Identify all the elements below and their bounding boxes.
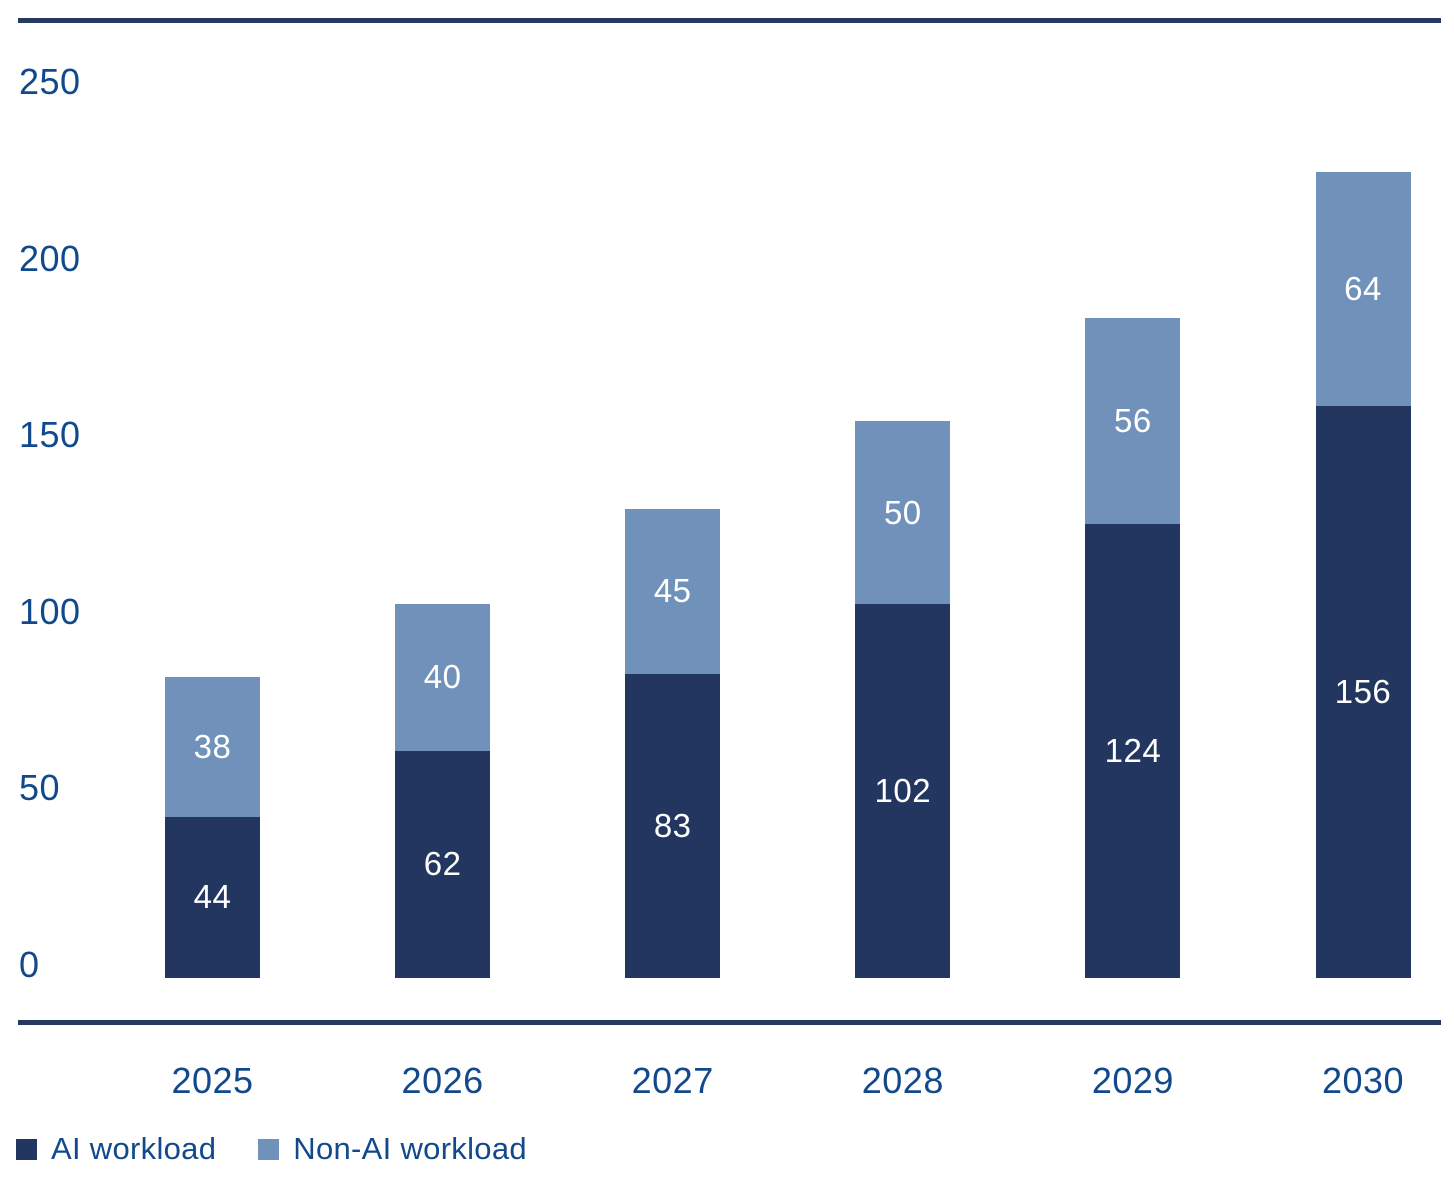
bar-segment-non-ai-2029: 56 [1085, 318, 1181, 524]
bottom-border-rule [18, 1020, 1441, 1025]
legend-label-non-ai: Non-AI workload [293, 1131, 527, 1166]
legend-item-ai-workload: AI workload [16, 1131, 216, 1167]
bar-value-label: 124 [1104, 731, 1162, 769]
chart-legend: AI workload Non-AI workload [16, 1131, 527, 1167]
bar-value-label: 50 [883, 493, 922, 531]
bar-segment-non-ai-2025: 38 [165, 677, 260, 817]
y-tick-label-150: 150 [19, 414, 81, 456]
legend-swatch-non-ai [258, 1138, 280, 1160]
y-tick-label-100: 100 [19, 590, 81, 632]
legend-label-ai: AI workload [51, 1131, 217, 1166]
top-border-rule [18, 18, 1441, 23]
bar-segment-ai-2030: 156 [1315, 406, 1411, 978]
bar-segment-non-ai-2027: 45 [625, 508, 721, 674]
x-tick-label-2028: 2028 [861, 1060, 944, 1101]
bar-segment-ai-2027: 83 [625, 673, 721, 978]
y-tick-label-250: 250 [19, 61, 81, 102]
y-tick-label-200: 200 [19, 237, 81, 279]
bar-value-label: 40 [423, 658, 462, 696]
bar-value-label: 83 [653, 806, 692, 844]
x-tick-label-2026: 2026 [401, 1060, 484, 1101]
bar-value-label: 45 [653, 572, 692, 610]
x-tick-label-2029: 2029 [1091, 1060, 1174, 1101]
bar-segment-non-ai-2026: 40 [395, 604, 491, 751]
bar-value-label: 44 [193, 878, 232, 916]
bar-segment-ai-2025: 44 [165, 816, 260, 978]
bar-value-label: 156 [1334, 673, 1392, 711]
bar-segment-non-ai-2028: 50 [855, 420, 951, 605]
y-tick-label-50: 50 [19, 767, 61, 809]
bar-segment-ai-2028: 102 [855, 604, 951, 978]
bar-value-label: 56 [1114, 401, 1152, 439]
x-tick-label-2030: 2030 [1321, 1060, 1405, 1101]
bar-value-label: 62 [423, 845, 462, 883]
bar-segment-ai-2029: 124 [1085, 523, 1181, 978]
bar-value-label: 38 [193, 728, 232, 766]
x-tick-label-2027: 2027 [631, 1060, 714, 1101]
y-tick-label-0: 0 [19, 944, 40, 985]
bar-segment-ai-2026: 62 [395, 750, 491, 978]
legend-item-non-ai-workload: Non-AI workload [258, 1131, 527, 1167]
bar-value-label: 102 [874, 772, 932, 810]
bar-value-label: 64 [1344, 269, 1382, 307]
legend-swatch-ai [16, 1138, 37, 1160]
bar-segment-non-ai-2030: 64 [1315, 171, 1411, 407]
x-tick-label-2025: 2025 [171, 1060, 254, 1101]
